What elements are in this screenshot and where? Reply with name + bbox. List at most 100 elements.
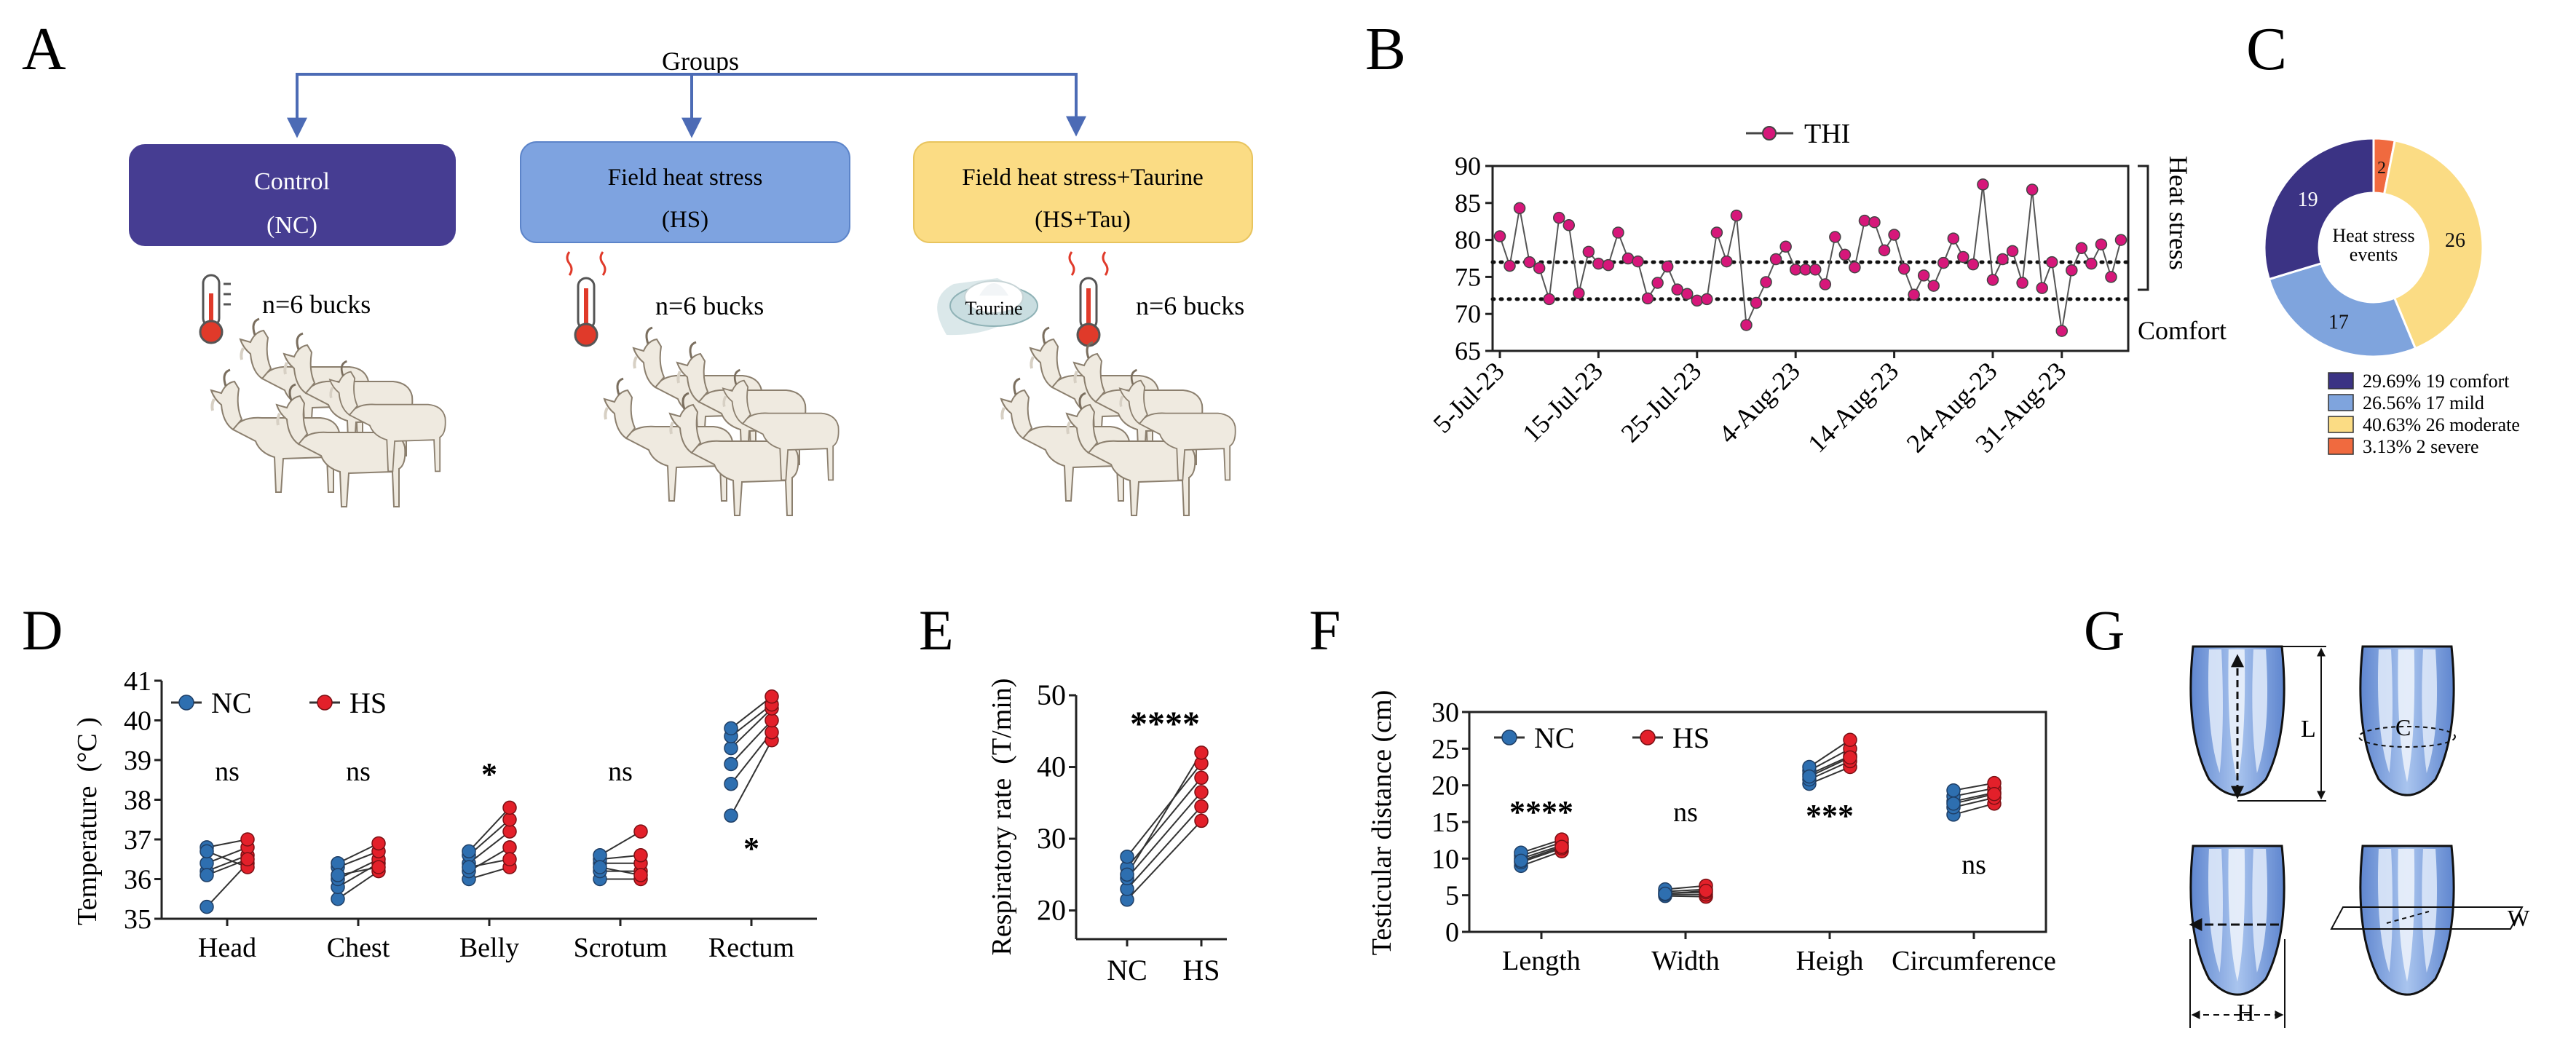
legend-hs-marker [1640,729,1656,746]
legend-nc: NC [211,687,252,719]
goat-body [1138,412,1236,481]
thi-point [1967,258,1980,271]
goat-icon [1118,368,1236,481]
thi-point [1888,229,1900,241]
goat-beard [1066,422,1071,435]
pair-line [468,807,510,853]
x-tick-label: Rectum [708,933,794,963]
nc-point [724,721,738,736]
plot-e: 20 30 40 50 NC HS **** [1037,679,1227,986]
nc-point [331,868,345,882]
goat-head [1072,352,1106,403]
pair-line [1126,777,1202,869]
hs-point [633,868,648,882]
hs-point [1554,839,1569,854]
nc-point [724,776,738,791]
hs-point [240,832,255,847]
hs-point [371,836,386,851]
nc-point [462,844,476,859]
panel-label-d: D [22,598,63,662]
taurine-icon: Taurine [937,278,1038,336]
goat-beard [1030,356,1035,369]
thi-point [2075,242,2088,255]
hs-point [502,852,517,866]
thi-point [1858,214,1871,227]
goat-beard [1073,371,1078,384]
hs-point [1843,732,1857,748]
thi-series [1493,178,2127,337]
significance-label: *** [1806,798,1854,834]
pair-line [1126,752,1202,875]
goat-beard [722,395,727,408]
x-tick-label: Circumference [1892,946,2056,976]
pair-line [599,831,641,856]
legend-thi: THI [1804,119,1850,149]
pair-line [730,696,773,729]
pie-slice-comfort [2263,137,2375,281]
plot-d: 35 36 37 38 39 40 41 Head ns Chest ns Belly * Scrotum… [124,666,817,963]
ylabel-d: Temperature (°C ) [72,717,103,925]
thi-point [1533,261,1546,274]
goat-head [239,329,272,380]
thi-point [2066,264,2078,277]
y-tick-label: 75 [1455,262,1481,291]
thi-point [1513,202,1526,215]
thi-point [1819,278,1832,290]
hs-point [371,860,386,874]
legend-nc-marker [178,695,194,711]
thi-point [1573,287,1585,300]
thi-point [1671,283,1683,296]
thi-point [2055,325,2069,337]
count-hstau: n=6 bucks [1136,291,1244,320]
y-tick-label: 85 [1455,189,1481,218]
legend-b: THI [1746,119,1850,149]
group-box-hstau: Field heat stress+Taurine (HS+Tau) [913,141,1253,243]
goat-horn [689,341,697,359]
nc-point [724,756,738,772]
y-tick-label: 37 [124,825,151,855]
hs-point [1194,770,1209,786]
thi-point [1789,263,1802,276]
y-tick-label: 70 [1455,299,1481,328]
panel-b: THI 65 70 75 80 85 90 5-Jul-23 15-Jul-23 25-Jul… [1428,119,2227,458]
thi-point [1691,294,1704,307]
goat-head [676,352,709,403]
nc-point [1946,796,1961,811]
x-tick-label: Width [1651,946,1719,976]
hs-point [502,800,517,815]
heat-stress-bracket [2138,165,2149,291]
hs-point [1987,786,2002,802]
testis-lobe [2377,849,2393,973]
thi-point [1651,277,1664,289]
pair-line [730,708,773,749]
goat-beard [329,387,334,399]
goat-horn [288,383,296,401]
thi-point [1760,276,1772,288]
hs-point [1699,883,1713,898]
goat-body [297,431,406,507]
thi-point [1602,258,1615,272]
nc-point [331,855,345,871]
thi-point [1868,215,1881,229]
plot-f: 0 5 10 15 20 25 30 Length **** Width ns Heigh *** Cir… [1431,697,2056,976]
nc-point [1658,886,1672,901]
x-tick-label: Belly [459,933,519,963]
testis-lobe [2377,649,2393,773]
hs-point [1194,799,1209,814]
goat-head [210,380,243,431]
thi-point [1957,250,1969,264]
pair-line [1126,791,1202,879]
goat-head [283,344,316,395]
goat-head [275,395,309,446]
legend-swatch [2328,394,2354,411]
x-tick-label: Head [198,933,256,963]
x-tick-label: HS [1182,954,1220,986]
goat-horn [252,317,260,336]
testis-lobe [2398,849,2415,982]
testis-lobe [2208,849,2223,973]
y-axis-b: 65 70 75 80 85 90 [1455,151,1493,365]
thi-point [1504,259,1516,272]
hs-point [764,725,779,740]
x-tick-label: 25-Jul-23 [1616,356,1707,448]
goat-horn [1013,377,1021,395]
